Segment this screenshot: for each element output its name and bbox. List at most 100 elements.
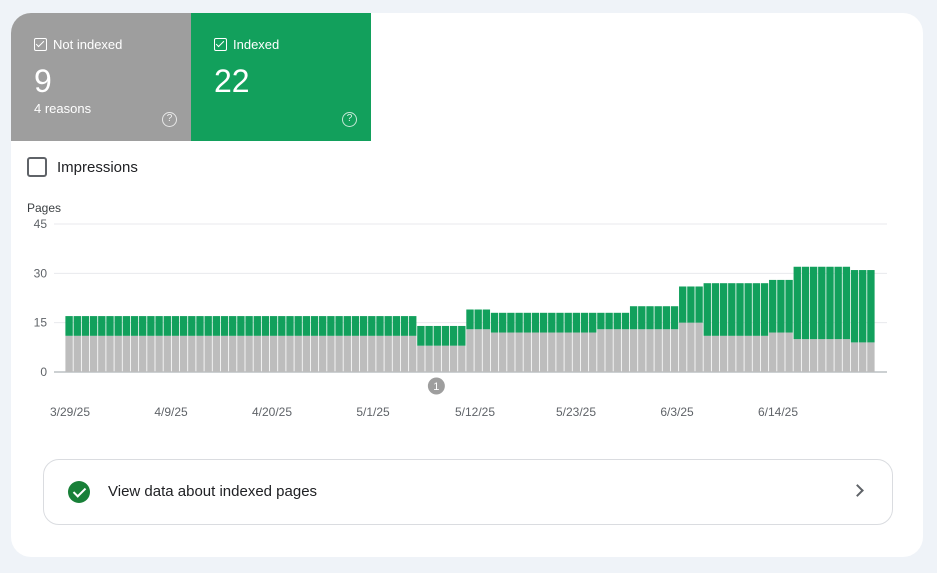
bar-not-indexed	[359, 335, 368, 372]
x-tick-label: 4/9/25	[154, 405, 188, 419]
bar-not-indexed	[638, 329, 646, 372]
bar-indexed	[335, 316, 343, 336]
bar-not-indexed	[556, 332, 564, 372]
bar-not-indexed	[760, 335, 769, 372]
bar-not-indexed	[171, 335, 180, 372]
bar-indexed	[269, 316, 278, 336]
bar-indexed	[842, 266, 851, 340]
bar-not-indexed	[826, 339, 834, 372]
bar-not-indexed	[204, 335, 212, 372]
bar-indexed	[278, 316, 286, 336]
impressions-label: Impressions	[57, 158, 138, 176]
not-indexed-checkbox[interactable]	[34, 38, 47, 51]
bar-not-indexed	[629, 329, 638, 372]
bar-not-indexed	[850, 342, 859, 372]
bar-not-indexed	[728, 335, 736, 372]
not-indexed-count: 9	[34, 63, 52, 99]
bar-indexed	[458, 325, 466, 346]
bar-not-indexed	[572, 332, 581, 372]
bar-not-indexed	[196, 335, 204, 372]
bar-indexed	[237, 316, 245, 336]
bar-indexed	[368, 316, 376, 336]
help-circle-icon[interactable]: ?	[162, 112, 177, 127]
bar-indexed	[261, 316, 270, 336]
bar-not-indexed	[147, 335, 155, 372]
bar-indexed	[548, 312, 556, 333]
bar-indexed	[834, 266, 842, 340]
bar-not-indexed	[319, 335, 327, 372]
bar-not-indexed	[531, 332, 540, 372]
bar-not-indexed	[327, 335, 335, 372]
bar-not-indexed	[482, 329, 491, 372]
bar-indexed	[499, 312, 507, 333]
bar-not-indexed	[302, 335, 311, 372]
bar-indexed	[670, 306, 679, 330]
bar-not-indexed	[711, 335, 720, 372]
bar-not-indexed	[621, 329, 630, 372]
bar-indexed	[818, 266, 826, 340]
bar-not-indexed	[564, 332, 572, 372]
indexed-header: Indexed	[214, 37, 279, 52]
impressions-checkbox[interactable]	[27, 157, 47, 177]
bar-not-indexed	[499, 332, 507, 372]
bar-not-indexed	[261, 335, 270, 372]
bar-not-indexed	[646, 329, 654, 372]
x-tick-label: 6/14/25	[758, 405, 798, 419]
bar-not-indexed	[466, 329, 474, 372]
bar-not-indexed	[670, 329, 679, 372]
view-indexed-pages-button[interactable]: View data about indexed pages	[43, 459, 893, 525]
not-indexed-tile[interactable]: Not indexed 9 4 reasons ?	[11, 13, 191, 141]
bar-indexed	[801, 266, 810, 340]
bar-not-indexed	[139, 335, 147, 372]
bar-not-indexed	[752, 335, 761, 372]
bar-indexed	[106, 316, 114, 336]
bar-indexed	[229, 316, 237, 336]
bar-indexed	[556, 312, 564, 333]
x-tick-label: 4/20/25	[252, 405, 292, 419]
bar-not-indexed	[662, 329, 671, 372]
bar-not-indexed	[220, 335, 229, 372]
bar-not-indexed	[793, 339, 801, 372]
bar-not-indexed	[441, 345, 450, 372]
bar-indexed	[482, 309, 491, 330]
bar-indexed	[245, 316, 253, 336]
bar-not-indexed	[654, 329, 662, 372]
indexed-checkbox[interactable]	[214, 38, 227, 51]
bar-indexed	[507, 312, 515, 333]
bar-indexed	[809, 266, 818, 340]
bar-not-indexed	[589, 332, 597, 372]
indexed-tile[interactable]: Indexed 22 ?	[191, 13, 371, 141]
bar-not-indexed	[867, 342, 875, 372]
bar-indexed	[188, 316, 196, 336]
bar-indexed	[171, 316, 180, 336]
bar-indexed	[589, 312, 597, 333]
annotation-label: 1	[433, 381, 439, 393]
bar-indexed	[327, 316, 335, 336]
x-tick-label: 6/3/25	[660, 405, 694, 419]
y-tick-label: 45	[34, 217, 48, 231]
bar-indexed	[130, 316, 139, 336]
bar-indexed	[703, 283, 711, 336]
bar-indexed	[654, 306, 662, 330]
bar-indexed	[793, 266, 801, 340]
help-circle-icon[interactable]: ?	[342, 112, 357, 127]
indexed-label: Indexed	[233, 37, 280, 52]
bar-indexed	[466, 309, 474, 330]
x-tick-label: 5/12/25	[455, 405, 495, 419]
chevron-right-icon	[851, 484, 864, 497]
bar-indexed	[359, 316, 368, 336]
bar-indexed	[400, 316, 409, 336]
bar-indexed	[629, 306, 638, 330]
bar-indexed	[65, 316, 73, 336]
bar-not-indexed	[548, 332, 556, 372]
x-tick-label: 5/23/25	[556, 405, 596, 419]
bar-not-indexed	[523, 332, 531, 372]
bar-indexed	[597, 312, 605, 330]
x-tick-label: 5/1/25	[356, 405, 390, 419]
bar-not-indexed	[237, 335, 245, 372]
bar-not-indexed	[229, 335, 237, 372]
bar-indexed	[73, 316, 81, 336]
bar-indexed	[409, 316, 417, 336]
bar-indexed	[752, 283, 761, 336]
impressions-toggle[interactable]: Impressions	[27, 157, 138, 177]
